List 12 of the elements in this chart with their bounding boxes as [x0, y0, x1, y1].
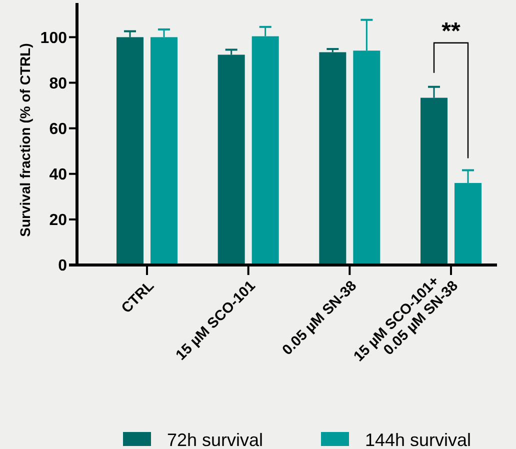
- legend-label: 144h survival: [365, 430, 472, 449]
- y-tick-label: 60: [49, 120, 68, 138]
- y-axis-title: Survival fraction (% of CTRL): [17, 43, 33, 237]
- y-tick-label: 0: [58, 258, 68, 275]
- bar: [218, 54, 245, 265]
- y-tick-label: 40: [49, 166, 68, 184]
- annotation: **: [442, 18, 461, 45]
- bar: [319, 52, 346, 265]
- y-tick-label: 100: [40, 30, 68, 47]
- y-tick-label: 20: [49, 212, 68, 230]
- y-tick-label: 80: [49, 75, 68, 92]
- legend-label: 72h survival: [167, 430, 264, 449]
